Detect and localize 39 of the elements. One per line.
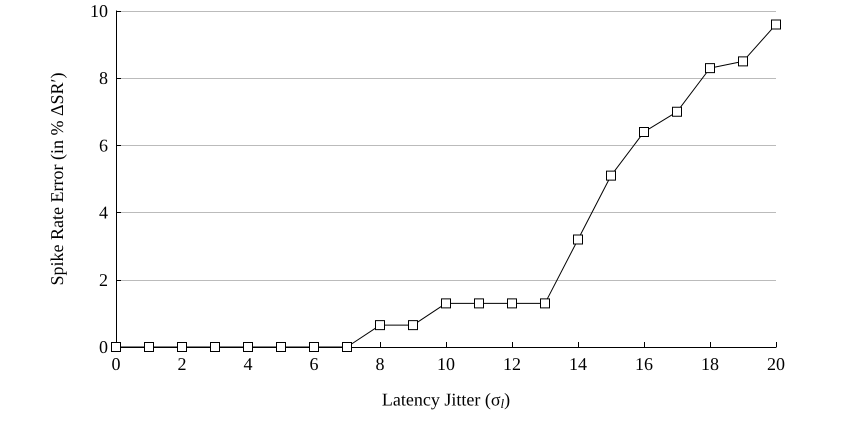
point <box>705 63 715 74</box>
point <box>375 320 385 330</box>
y-tick-label: 10 <box>90 1 108 21</box>
point <box>210 342 220 352</box>
y-tick-label: 2 <box>99 270 108 290</box>
point <box>177 342 187 352</box>
point <box>474 298 484 308</box>
point <box>276 342 286 352</box>
point <box>342 342 352 352</box>
x-tick-label: 0 <box>112 354 120 374</box>
y-axis-title: Spike Rate Error (in % ΔSR′) <box>47 72 67 286</box>
point <box>639 126 649 137</box>
x-tick-label: 10 <box>437 354 455 374</box>
x-tick-label: 18 <box>701 354 719 374</box>
point <box>771 19 781 30</box>
point <box>606 170 616 181</box>
x-tick-label: 16 <box>635 354 653 374</box>
x-tick-label: 4 <box>244 354 252 374</box>
point <box>738 56 748 66</box>
point <box>243 342 253 352</box>
x-tick-label: 2 <box>178 354 186 374</box>
point <box>111 342 121 352</box>
y-tick-label: 4 <box>99 202 108 223</box>
y-tick-label: 8 <box>99 68 108 88</box>
point <box>144 342 154 352</box>
point <box>672 106 682 117</box>
x-tick-label: 14 <box>569 354 587 374</box>
point <box>309 342 319 352</box>
y-tick-label: 6 <box>99 135 108 156</box>
y-tick-label: 0 <box>99 337 108 357</box>
point <box>540 298 550 308</box>
x-tick-label: 20 <box>767 354 785 374</box>
point <box>507 298 517 308</box>
point <box>408 320 418 330</box>
x-tick-label: 8 <box>376 354 384 374</box>
point <box>441 298 451 308</box>
x-tick-label: 6 <box>310 354 318 374</box>
point <box>573 234 583 244</box>
x-tick-label: 12 <box>503 354 521 374</box>
